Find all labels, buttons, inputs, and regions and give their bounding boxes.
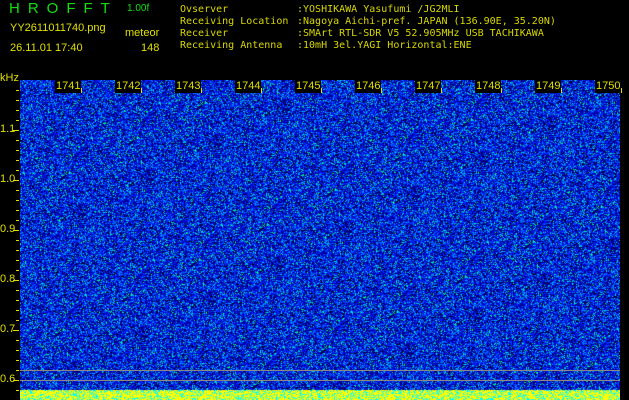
reference-line bbox=[20, 370, 620, 371]
filename: YY2611011740.png bbox=[10, 22, 106, 34]
x-tick-label: 1742 bbox=[115, 80, 142, 93]
info-observer: Ovserver:YOSHIKAWA Yasufumi /JG2MLI bbox=[180, 4, 460, 15]
info-antenna: Receiving Antenna:10mH 3el.YAGI Horizont… bbox=[180, 40, 472, 51]
x-tick-label: 1743 bbox=[175, 80, 202, 93]
y-tick bbox=[16, 250, 19, 251]
x-tick bbox=[141, 88, 142, 93]
x-tick bbox=[441, 88, 442, 93]
y-tick bbox=[16, 240, 19, 241]
y-tick bbox=[16, 290, 19, 291]
y-tick bbox=[16, 370, 19, 371]
y-tick-label: 0.9 bbox=[0, 223, 16, 235]
y-tick bbox=[13, 230, 19, 231]
x-tick-label: 1748 bbox=[475, 80, 502, 93]
y-tick bbox=[16, 260, 19, 261]
x-tick-label: 1750 bbox=[595, 80, 622, 93]
y-tick bbox=[16, 300, 19, 301]
y-tick bbox=[16, 160, 19, 161]
y-tick bbox=[13, 330, 19, 331]
y-tick bbox=[16, 350, 19, 351]
x-tick-label: 1746 bbox=[355, 80, 382, 93]
y-tick bbox=[16, 190, 19, 191]
x-tick-label: 1747 bbox=[415, 80, 442, 93]
app-title: HROFFT bbox=[9, 0, 118, 17]
y-tick-label: 0.7 bbox=[0, 323, 16, 335]
y-axis-label: kHz bbox=[0, 72, 19, 84]
info-receiver: Receiver:SMArt RTL-SDR V5 52.905MHz USB … bbox=[180, 28, 544, 39]
x-tick bbox=[201, 88, 202, 93]
x-tick-label: 1745 bbox=[295, 80, 322, 93]
x-tick bbox=[261, 88, 262, 93]
count: 148 bbox=[141, 42, 160, 54]
y-tick-label: 0.8 bbox=[0, 273, 16, 285]
mode: meteor bbox=[125, 27, 160, 39]
version: 1.00f bbox=[127, 3, 150, 14]
y-tick bbox=[13, 130, 19, 131]
x-tick-label: 1741 bbox=[55, 80, 82, 93]
y-tick bbox=[13, 180, 19, 181]
x-tick-label: 1744 bbox=[235, 80, 262, 93]
x-tick bbox=[561, 88, 562, 93]
y-tick bbox=[16, 360, 19, 361]
y-tick bbox=[16, 110, 19, 111]
x-tick bbox=[321, 88, 322, 93]
datetime: 26.11.01 17:40 bbox=[10, 42, 83, 54]
y-tick bbox=[16, 170, 19, 171]
y-tick bbox=[16, 90, 19, 91]
y-tick bbox=[16, 120, 19, 121]
x-tick bbox=[621, 88, 622, 93]
y-tick bbox=[16, 150, 19, 151]
y-tick-label: 0.6 bbox=[0, 373, 16, 385]
x-tick bbox=[81, 88, 82, 93]
y-tick bbox=[16, 340, 19, 341]
y-tick bbox=[16, 100, 19, 101]
y-tick bbox=[16, 200, 19, 201]
y-tick bbox=[16, 390, 19, 391]
y-tick bbox=[16, 210, 19, 211]
info-location: Receiving Location:Nagoya Aichi-pref. JA… bbox=[180, 16, 556, 27]
x-tick bbox=[381, 88, 382, 93]
y-tick bbox=[16, 140, 19, 141]
y-tick bbox=[16, 320, 19, 321]
x-tick bbox=[501, 88, 502, 93]
y-tick bbox=[16, 220, 19, 221]
y-tick-label: 1.0 bbox=[0, 173, 16, 185]
y-tick bbox=[13, 280, 19, 281]
y-tick bbox=[16, 270, 19, 271]
y-tick bbox=[16, 310, 19, 311]
x-tick-label: 1749 bbox=[535, 80, 562, 93]
y-tick-label: 1.1 bbox=[0, 123, 16, 135]
y-tick bbox=[13, 380, 19, 381]
reference-line bbox=[20, 380, 620, 381]
spectrogram bbox=[20, 80, 620, 400]
